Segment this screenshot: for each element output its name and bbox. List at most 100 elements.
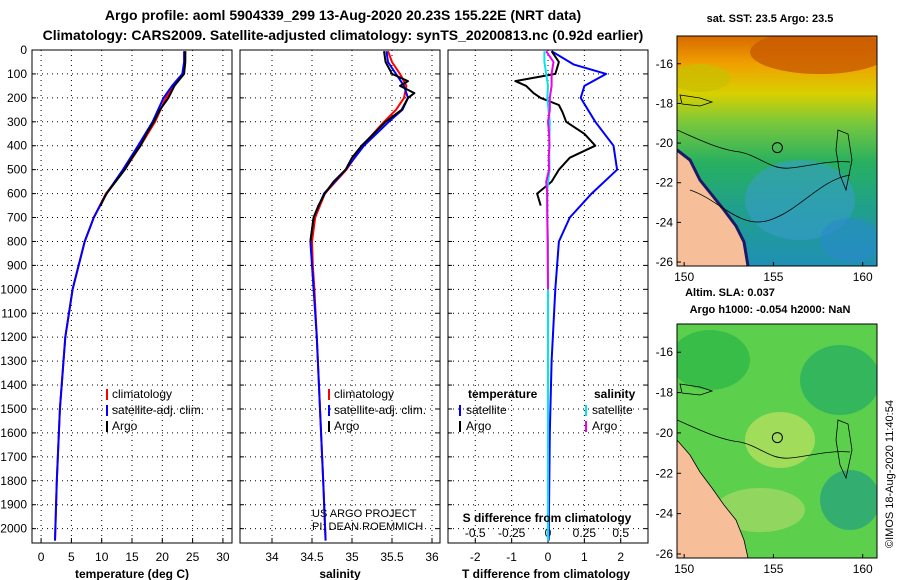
sla-map-subtitle: Argo h1000: -0.054 h2000: NaN	[690, 304, 851, 316]
legend-title-salinity: salinity	[594, 387, 636, 401]
legend-swatch-sal-argo	[585, 421, 587, 432]
legend-swatch-satellite-adj	[328, 405, 330, 416]
x-tick-label: 34.5	[300, 550, 324, 564]
salinity-series	[309, 50, 416, 541]
difference-series	[514, 50, 619, 541]
sst-map-frame	[676, 35, 878, 267]
temperature-legend: climatology satellite-adj. clim. Argo	[106, 387, 204, 433]
x-tick-label: 34	[265, 550, 279, 564]
depth-tick-label: 900	[7, 258, 27, 272]
series-line-salinity-argo	[545, 50, 555, 290]
depth-tick-label: 200	[7, 91, 27, 105]
legend-swatch-climatology	[106, 389, 108, 400]
sst-cool-patch	[745, 160, 855, 240]
depth-tick-label: 0	[20, 43, 27, 57]
legend-label-climatology: climatology	[334, 387, 394, 401]
map-lat-label: -20	[656, 136, 674, 150]
credit-line1: US ARGO PROJECT	[312, 508, 417, 520]
x-tick-label: 30	[216, 550, 230, 564]
depth-tick-label: 400	[7, 139, 27, 153]
legend-swatch-satellite-adj	[106, 405, 108, 416]
sla-low-patch	[745, 412, 815, 468]
legend-title-temperature: temperature	[468, 387, 538, 401]
depth-tick-label: 1900	[0, 498, 27, 512]
map-lon-label: 155	[763, 270, 783, 284]
sla-high-patch	[820, 470, 877, 530]
series-line-satellite-adj-clim	[309, 51, 409, 541]
depth-tick-label: 300	[7, 115, 27, 129]
sst-map: sat. SST: 23.5 Argo: 23.5 150 155 160 -16 -1…	[656, 13, 878, 284]
x-tick-label: 1	[581, 550, 588, 564]
map-lat-label: -26	[656, 547, 674, 561]
land-australia	[677, 150, 748, 266]
sla-map-frame	[676, 323, 878, 559]
x-tick-label: 36	[425, 550, 439, 564]
depth-axis-labels: 0 100 200 300 400 500 600 700 800 900 1000 1100 1200…	[0, 43, 27, 536]
map-lon-label: 160	[853, 562, 873, 576]
salinity-panel: 34 34.5 35 35.5 36 salinity climatology sate…	[239, 49, 441, 580]
temperature-panel: 0 5 10 15 20 25 30 temperature (deg C) climato…	[31, 49, 233, 580]
sst-map-title: sat. SST: 23.5 Argo: 23.5	[707, 13, 834, 25]
legend-label-climatology: climatology	[112, 387, 172, 401]
depth-tick-label: 2000	[0, 522, 27, 536]
salinity-xlabel: salinity	[319, 567, 361, 580]
legend-label-sal-satellite: satellite	[592, 403, 633, 417]
depth-tick-label: 1000	[0, 282, 27, 296]
sla-map: Altim. SLA: 0.037 Argo h1000: -0.054 h20…	[656, 287, 878, 576]
difference-x-ticks: -2 -1 0 1 2	[470, 538, 624, 564]
x-tick-label: 0	[38, 550, 45, 564]
map-lat-label: -16	[656, 345, 674, 359]
legend-swatch-temp-argo	[459, 421, 461, 432]
temperature-xlabel: temperature (deg C)	[75, 567, 189, 580]
map-lat-label: -20	[656, 426, 674, 440]
x-tick-label: 35.5	[380, 550, 404, 564]
temperature-x-ticks: 0 5 10 15 20 25 30	[38, 538, 230, 564]
depth-tick-label: 700	[7, 211, 27, 225]
copyright-label: ©IMOS 18-Aug-2020 11:40:54	[884, 400, 896, 548]
map-lat-label: -18	[656, 386, 674, 400]
depth-tick-label: 1800	[0, 474, 27, 488]
sal-diff-tick-label: 0.25	[573, 526, 597, 540]
figure-title-line2: Climatology: CARS2009. Satellite-adjuste…	[43, 27, 644, 43]
legend-swatch-climatology	[328, 389, 330, 400]
series-line-argo	[99, 51, 187, 207]
x-tick-label: -2	[470, 550, 481, 564]
sst-cool-patch	[820, 218, 877, 262]
sst-warm-patch	[677, 64, 730, 92]
series-line-temperature-argo	[514, 50, 597, 206]
reef-outline	[679, 94, 714, 107]
map-lat-label: -24	[656, 507, 674, 521]
sal-diff-tick-label: -0.25	[498, 526, 526, 540]
legend-label-temp-satellite: satellite	[466, 403, 507, 417]
figure-title-line1: Argo profile: aoml 5904339_299 13-Aug-20…	[105, 7, 581, 23]
salinity-plot-frame	[239, 49, 441, 544]
depth-tick-label: 1100	[1, 306, 27, 320]
bathymetry-contour	[689, 174, 851, 223]
credit-line2: PI: DEAN ROEMMICH	[312, 521, 423, 533]
difference-xlabel: T difference from climatology	[462, 567, 630, 580]
x-tick-label: 35	[345, 550, 359, 564]
argo-float-marker	[771, 142, 783, 154]
sla-high-patch	[677, 330, 750, 390]
depth-tick-label: 1700	[0, 450, 27, 464]
depth-tick-label: 1300	[0, 354, 27, 368]
depth-tick-label: 1600	[0, 426, 27, 440]
legend-label-sal-argo: Argo	[592, 419, 618, 433]
depth-tick-label: 500	[7, 163, 27, 177]
sst-warm-patch	[750, 36, 877, 74]
sal-diff-tick-label: -0.5	[465, 526, 486, 540]
land-australia	[677, 440, 748, 558]
legend-swatch-sal-satellite	[585, 405, 587, 416]
bathymetry-contour	[677, 419, 851, 459]
legend-swatch-temp-satellite	[459, 405, 461, 416]
depth-tick-label: 600	[7, 187, 27, 201]
depth-tick-label: 100	[7, 67, 27, 81]
difference-panel: -2 -1 0 1 2 -0.5 -0.25 0 0.25 0.5 T difference f…	[447, 49, 649, 580]
map-lon-label: 150	[674, 562, 694, 576]
series-line-temperature-satellite	[547, 50, 619, 541]
map-lat-label: -22	[656, 466, 674, 480]
difference-legend: temperature satellite Argo salinity sate…	[459, 387, 636, 433]
x-tick-label: 15	[125, 550, 139, 564]
map-lon-label: 160	[853, 270, 873, 284]
